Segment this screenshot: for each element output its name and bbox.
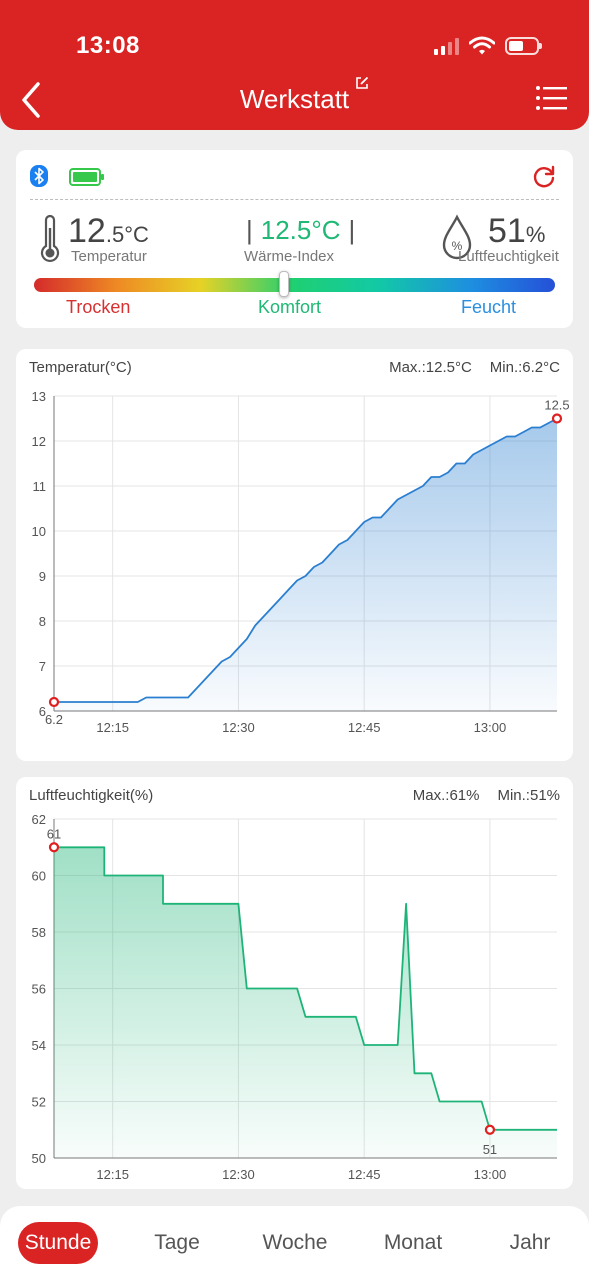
tab-tage[interactable]: Tage <box>154 1231 200 1254</box>
series-line <box>54 417 558 703</box>
y-tick-label: 56 <box>32 982 46 997</box>
series-area <box>54 418 557 711</box>
period-tab-bar: Stunde Tage Woche Monat Jahr <box>0 1206 589 1280</box>
chart-header: Luftfeuchtigkeit(%) Max.:61% Min.:51% <box>29 787 560 804</box>
y-tick-label: 11 <box>33 479 47 494</box>
drop-percent-glyph: % <box>452 239 463 253</box>
x-tick-label: 13:00 <box>474 720 507 735</box>
temperature-value: 12.5°C <box>68 212 149 251</box>
bluetooth-icon <box>30 165 48 187</box>
x-tick-label: 13:00 <box>474 1167 507 1182</box>
series-area <box>54 847 557 1158</box>
extreme-point-label: 12.5 <box>544 398 569 413</box>
chart-header: Temperatur(°C) Max.:12.5°C Min.:6.2°C <box>29 359 560 376</box>
tab-jahr[interactable]: Jahr <box>509 1231 551 1254</box>
y-tick-label: 8 <box>39 614 46 629</box>
humidity-unit: % <box>525 222 546 247</box>
scale-label-dry: Trocken <box>66 297 131 317</box>
x-tick-label: 12:45 <box>348 720 381 735</box>
temperature-int: 12 <box>68 212 106 250</box>
battery-status-icon <box>505 37 542 55</box>
chart-title: Luftfeuchtigkeit(%) <box>29 787 154 804</box>
app-header: 13:08 Werkstatt <box>0 0 589 130</box>
humidity-value: 51% <box>488 212 545 251</box>
y-tick-label: 6 <box>39 704 46 719</box>
humidity-chart-card: Luftfeuchtigkeit(%) Max.:61% Min.:51% 50… <box>16 777 573 1189</box>
y-tick-label: 9 <box>39 569 46 584</box>
extreme-point-label: 51 <box>483 1142 497 1157</box>
scale-label-comfort: Komfort <box>258 297 322 317</box>
y-tick-label: 54 <box>32 1038 46 1053</box>
temperature-chart-card: Temperatur(°C) Max.:12.5°C Min.:6.2°C 6 7… <box>16 349 573 761</box>
divider <box>30 199 559 200</box>
chart-max: Max.:61% <box>412 787 480 804</box>
humidity-number: 51 <box>488 212 526 250</box>
back-button[interactable] <box>14 78 50 122</box>
y-tick-label: 10 <box>32 524 46 539</box>
temperature-unit: °C <box>124 222 149 247</box>
y-tick-label: 58 <box>32 925 46 940</box>
x-tick-label: 12:15 <box>96 720 129 735</box>
heat-index-label: Wärme-Index <box>244 248 335 265</box>
series-line <box>54 846 557 1131</box>
scale-label-wet: Feucht <box>461 297 517 317</box>
y-tick-label: 12 <box>32 434 46 449</box>
extreme-point-label: 6.2 <box>45 712 63 727</box>
chart-title: Temperatur(°C) <box>29 359 132 376</box>
heat-index-value: | 12.5°C | <box>238 215 363 246</box>
y-tick-label: 60 <box>32 869 46 884</box>
y-tick-label: 62 <box>32 812 46 827</box>
tab-stunde[interactable]: Stunde <box>18 1222 98 1264</box>
sensor-card: 12.5°C Temperatur | 12.5°C | Wärme-Index %… <box>16 150 573 328</box>
extreme-point-marker <box>48 696 60 708</box>
chart-max: Max.:12.5°C <box>389 359 472 376</box>
wifi-icon <box>469 36 495 55</box>
battery-icon <box>69 168 104 186</box>
chart-min: Min.:51% <box>497 787 560 804</box>
y-tick-label: 7 <box>39 659 46 674</box>
edit-icon[interactable] <box>355 76 369 90</box>
x-tick-label: 12:15 <box>96 1167 129 1182</box>
tab-monat[interactable]: Monat <box>383 1231 443 1254</box>
temperature-decimal: .5 <box>105 222 125 247</box>
signal-icon <box>434 37 459 55</box>
temperature-label: Temperatur <box>71 248 147 265</box>
x-tick-label: 12:30 <box>222 1167 255 1182</box>
extreme-point-marker <box>48 842 60 853</box>
x-tick-label: 12:45 <box>348 1167 381 1182</box>
y-tick-label: 52 <box>32 1095 46 1110</box>
refresh-icon[interactable] <box>531 164 557 190</box>
y-tick-label: 13 <box>32 389 46 404</box>
heat-index-text: 12.5°C <box>260 215 341 245</box>
humidity-chart: 50 52 54 56 58 60 62 12:15 12:30 12:45 13:00 61 51 <box>32 812 557 1182</box>
heat-index-separator-right: | <box>348 215 356 245</box>
y-tick-label: 50 <box>32 1151 46 1166</box>
chart-min: Min.:6.2°C <box>489 359 560 376</box>
heat-index-separator-left: | <box>246 215 253 245</box>
status-icons <box>434 36 542 56</box>
tab-woche[interactable]: Woche <box>262 1231 328 1254</box>
menu-button[interactable] <box>535 84 567 112</box>
status-time: 13:08 <box>76 32 140 59</box>
humidity-label: Luftfeuchtigkeit <box>458 248 559 265</box>
comfort-gradient-bar <box>34 278 555 292</box>
page-title: Werkstatt <box>239 84 350 114</box>
extreme-point-marker <box>551 413 563 424</box>
extreme-point-marker <box>484 1124 496 1135</box>
comfort-indicator <box>279 271 290 297</box>
extreme-point-label: 61 <box>47 826 61 841</box>
thermometer-icon <box>40 214 60 263</box>
x-tick-label: 12:30 <box>222 720 255 735</box>
humidity-drop-icon: % <box>442 214 472 260</box>
temperature-chart: 6 7 8 9 10 11 12 13 12:15 12:30 12:45 13:00 6.2 12.5 <box>32 389 570 735</box>
